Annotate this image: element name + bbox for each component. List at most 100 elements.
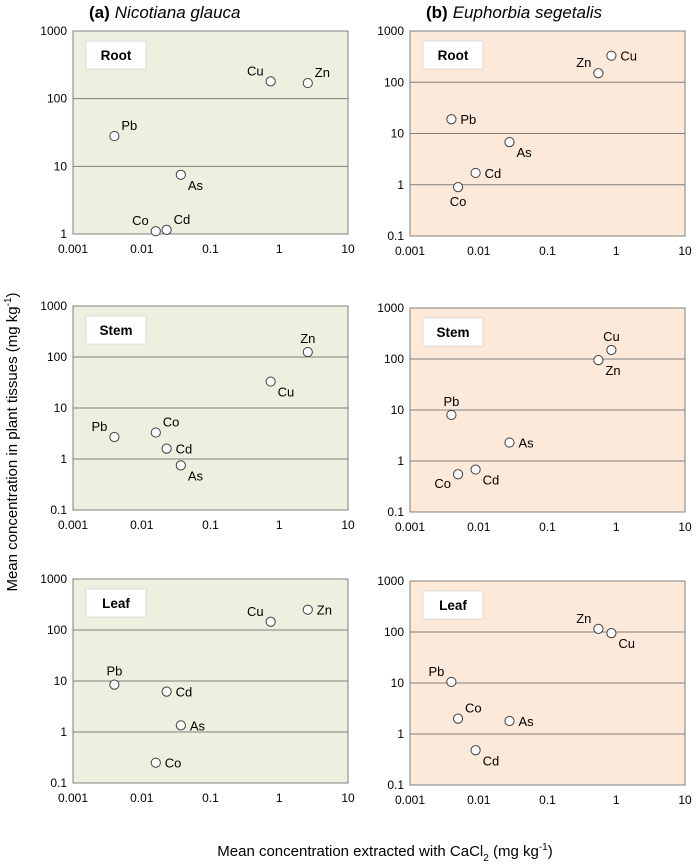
- plot-frame: [72, 30, 349, 235]
- point-marker: [150, 757, 161, 768]
- x-tick-label: 0.1: [202, 242, 219, 256]
- plot-frame: [409, 30, 686, 237]
- y-tick-label: 0.1: [50, 503, 67, 517]
- y-tick-label: 1: [397, 454, 404, 468]
- data-point-cd: Cd: [161, 212, 190, 235]
- data-point-zn: Zn: [302, 65, 330, 89]
- point-label: Co: [163, 415, 180, 430]
- point-label: Co: [165, 756, 182, 771]
- point-marker: [150, 226, 161, 237]
- y-tick-label: 10: [391, 676, 405, 690]
- tissue-label-box: [85, 315, 147, 345]
- x-tick-label: 1: [613, 793, 620, 807]
- point-label: Cu: [278, 385, 295, 400]
- x-tick-label: 0.01: [467, 244, 491, 258]
- data-point-as: As: [175, 718, 206, 733]
- data-point-as: As: [175, 169, 203, 193]
- point-marker: [302, 346, 313, 358]
- y-axis-title-text: Mean concentration in plant tissues (mg …: [4, 306, 21, 591]
- y-tick-label: 1000: [40, 299, 67, 313]
- point-marker: [302, 604, 313, 615]
- data-point-zn: Zn: [300, 331, 315, 358]
- data-point-cd: Cd: [470, 166, 502, 181]
- x-tick-label: 10: [341, 791, 355, 805]
- data-point-pb: Pb: [109, 118, 137, 142]
- y-tick-label: 1: [397, 727, 404, 741]
- y-tick-label: 0.1: [387, 505, 404, 519]
- x-tick-label: 1: [613, 520, 620, 534]
- point-marker: [302, 77, 313, 89]
- x-tick-label: 10: [678, 244, 692, 258]
- point-label: Zn: [576, 55, 591, 70]
- tissue-label-box: [85, 588, 147, 618]
- point-marker: [452, 181, 464, 193]
- point-label: Zn: [605, 363, 620, 378]
- data-point-cu: Cu: [247, 604, 276, 627]
- y-axis-title: Mean concentration in plant tissues (mg …: [3, 292, 21, 591]
- point-label: Cd: [483, 473, 500, 488]
- x-tick-label: 0.001: [395, 520, 425, 534]
- y-tick-label: 10: [54, 159, 68, 173]
- point-marker: [504, 437, 515, 448]
- point-marker: [161, 443, 172, 454]
- y-tick-label: 1000: [377, 24, 404, 38]
- point-label: As: [518, 436, 534, 451]
- y-tick-label: 1: [60, 227, 67, 241]
- panel-a-species: Nicotiana glauca: [115, 3, 241, 22]
- point-label: Co: [450, 194, 467, 209]
- point-label: Zn: [315, 65, 330, 80]
- y-tick-label: 100: [47, 92, 67, 106]
- x-axis-title-unit: (mg kg: [489, 843, 539, 860]
- point-label: Cu: [618, 636, 635, 651]
- data-point-cu: Cu: [606, 49, 637, 64]
- data-point-as: As: [175, 460, 204, 483]
- tissue-label: Root: [438, 48, 469, 63]
- y-tick-label: 1000: [377, 301, 404, 315]
- point-label: Cu: [603, 329, 620, 344]
- panel-b-title: (b) Euphorbia segetalis: [426, 3, 603, 22]
- x-tick-label: 0.01: [467, 520, 491, 534]
- y-axis-title-sup: -1: [3, 297, 14, 306]
- y-tick-label: 10: [391, 127, 405, 141]
- x-tick-label: 1: [276, 791, 283, 805]
- point-marker: [470, 464, 481, 475]
- data-point-cd: Cd: [470, 464, 500, 488]
- point-marker: [504, 136, 515, 148]
- point-marker: [446, 409, 457, 421]
- point-label: Cd: [485, 166, 502, 181]
- y-tick-label: 0.1: [387, 229, 404, 243]
- point-marker: [265, 616, 276, 627]
- point-label: Cd: [483, 753, 500, 768]
- panel-leaf-a: 0.1 1 10 100 1000 0.001 0.01 0.1 1 10 Leaf Cu Zn Pb Cd…: [40, 572, 355, 805]
- plot-frame: [72, 578, 349, 784]
- point-marker: [593, 68, 604, 79]
- point-marker: [452, 713, 464, 724]
- data-point-co: Co: [452, 701, 482, 724]
- data-point-pb: Pb: [106, 664, 122, 690]
- y-tick-label: 100: [384, 625, 404, 639]
- point-marker: [606, 344, 617, 356]
- tissue-label: Stem: [436, 325, 469, 340]
- point-label: Pb: [428, 664, 444, 679]
- panel-a-title: (a) Nicotiana glauca: [89, 3, 240, 22]
- data-point-co: Co: [434, 469, 464, 491]
- tissue-label-box: [422, 40, 484, 70]
- point-marker: [446, 114, 457, 125]
- scatter-panels: 1 10 100 1000 0.001 0.01 0.1 1 10 Root Cu Zn Pb As Co C…: [40, 24, 692, 807]
- panel-b-species: Euphorbia segetalis: [453, 3, 603, 22]
- point-label: Cd: [176, 685, 193, 700]
- y-tick-label: 1: [397, 178, 404, 192]
- tissue-label-box: [422, 317, 484, 347]
- point-label: As: [190, 718, 206, 733]
- data-point-cd: Cd: [161, 685, 193, 700]
- point-label: As: [188, 468, 204, 483]
- x-tick-label: 0.1: [202, 518, 219, 532]
- point-label: As: [516, 145, 532, 160]
- point-marker: [161, 686, 172, 697]
- x-tick-label: 0.001: [58, 242, 88, 256]
- x-tick-label: 0.01: [130, 518, 154, 532]
- data-point-zn: Zn: [302, 603, 332, 618]
- y-tick-label: 1000: [377, 574, 404, 588]
- x-tick-label: 10: [341, 242, 355, 256]
